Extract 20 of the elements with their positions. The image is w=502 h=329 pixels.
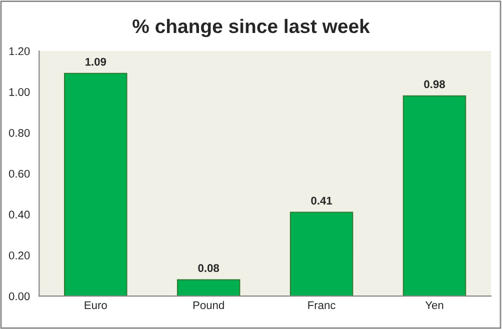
y-tick-label: 0.60 — [8, 170, 30, 178]
x-tick-label: Euro — [84, 301, 107, 310]
data-label: 0.08 — [198, 264, 220, 272]
y-tick-label: 0.40 — [8, 210, 30, 219]
bar — [290, 212, 354, 296]
y-tick-label: 0.20 — [8, 252, 30, 260]
bar — [176, 279, 240, 296]
x-tick-label: Yen — [425, 301, 444, 310]
chart-title: % change since last week — [132, 18, 370, 38]
x-tick-label: Pound — [193, 300, 224, 310]
bar — [64, 72, 128, 296]
y-tick-label: 0.80 — [8, 128, 30, 137]
y-tick-label: 1.20 — [9, 47, 30, 56]
data-label: 1.09 — [86, 58, 106, 66]
y-tick-label: 1.00 — [9, 88, 30, 96]
data-label: 0.98 — [424, 80, 445, 88]
y-tick-label: 0.00 — [8, 292, 30, 300]
x-tick-label: Franc — [308, 301, 336, 310]
data-label: 0.41 — [311, 196, 332, 205]
bar — [402, 95, 466, 296]
